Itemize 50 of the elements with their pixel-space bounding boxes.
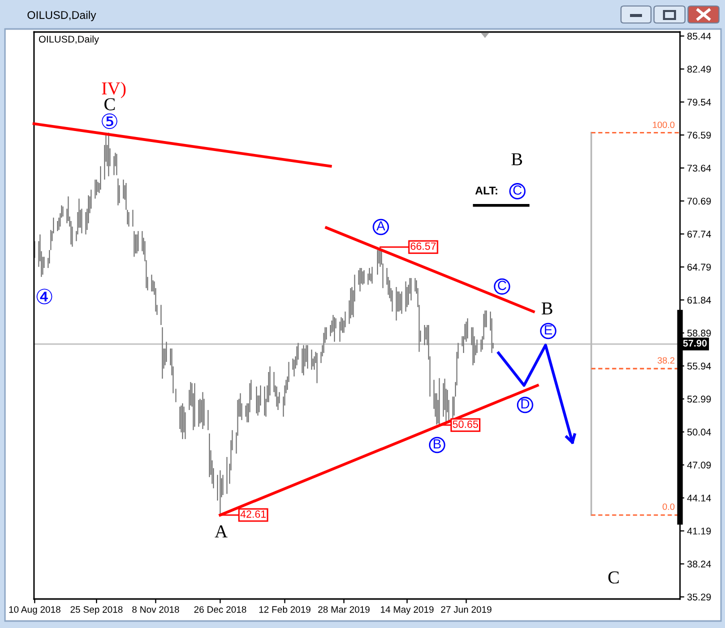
y-tick-label: 41.19 bbox=[687, 528, 711, 535]
y-tick-label: 58.89 bbox=[687, 330, 711, 337]
y-tick-label: 61.84 bbox=[687, 296, 711, 304]
y-tick-label: 76.59 bbox=[687, 132, 711, 139]
x-tick-label: 26 Dec 2018 bbox=[194, 606, 246, 613]
y-tick-label: 35.29 bbox=[687, 594, 711, 600]
annotation: ⑤ bbox=[102, 113, 118, 129]
y-tick-label: 52.99 bbox=[687, 396, 711, 403]
y-tick-label: 55.94 bbox=[687, 362, 711, 370]
y-tick-label: 79.54 bbox=[687, 98, 711, 106]
x-tick-label: 8 Nov 2018 bbox=[132, 606, 180, 613]
annotation: C bbox=[104, 98, 115, 110]
annotation: ALT: bbox=[475, 186, 498, 194]
annotation: C bbox=[498, 280, 506, 290]
annotation: C bbox=[513, 185, 522, 195]
annotation: ④ bbox=[36, 288, 52, 304]
annotation: 38.2 bbox=[658, 357, 674, 364]
annotation: 42.61 bbox=[240, 510, 266, 518]
annotation: IV) bbox=[102, 82, 126, 98]
x-tick-label: 10 Aug 2018 bbox=[9, 606, 60, 615]
x-tick-label: 12 Feb 2019 bbox=[259, 606, 310, 613]
ref-line-label: 57.90 bbox=[683, 340, 707, 347]
y-tick-label: 38.24 bbox=[687, 560, 711, 568]
x-tick-label: 14 May 2019 bbox=[380, 606, 434, 615]
x-tick-label: 27 Jun 2019 bbox=[441, 606, 492, 613]
y-tick-label: 47.09 bbox=[687, 462, 711, 469]
y-tick-label: 70.69 bbox=[687, 198, 711, 205]
annotation: B bbox=[542, 302, 552, 314]
y-tick-label: 50.04 bbox=[687, 428, 711, 436]
annotation: A bbox=[214, 525, 228, 538]
y-tick-label: 67.74 bbox=[687, 230, 711, 238]
x-tick-label: 28 Mar 2019 bbox=[318, 606, 370, 613]
y-tick-label: 73.64 bbox=[687, 164, 711, 172]
annotation: 100.0 bbox=[652, 122, 674, 128]
annotation: 0.0 bbox=[662, 504, 674, 510]
annotation: B bbox=[434, 439, 441, 448]
annotation: A bbox=[376, 221, 386, 230]
y-tick-label: 64.79 bbox=[687, 264, 711, 271]
annotation: C bbox=[608, 571, 619, 584]
annotation: E bbox=[544, 325, 552, 334]
chart-subtitle: OILUSD,Daily bbox=[38, 35, 99, 45]
x-tick-label: 25 Sep 2018 bbox=[70, 606, 123, 615]
annotation: D bbox=[521, 399, 530, 408]
annotation: 50.65 bbox=[452, 420, 478, 428]
y-tick-label: 85.44 bbox=[687, 32, 711, 40]
chart-title: OILUSD,Daily bbox=[28, 10, 96, 22]
y-tick-label: 44.14 bbox=[687, 494, 711, 502]
y-tick-label: 82.49 bbox=[687, 66, 711, 73]
annotation: B bbox=[511, 153, 522, 166]
annotation: 66.57 bbox=[410, 242, 436, 250]
